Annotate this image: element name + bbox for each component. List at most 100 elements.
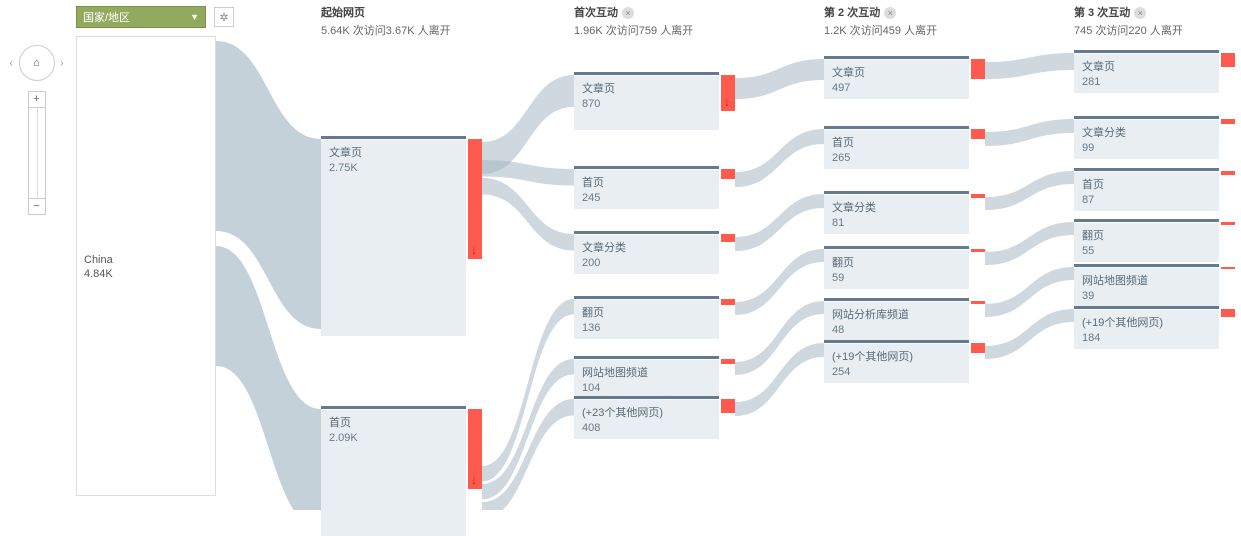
close-icon[interactable]: ×	[622, 7, 634, 19]
node-value: 245	[582, 192, 711, 204]
node-value: 59	[832, 272, 961, 284]
flow-node[interactable]: 网站地图频道 104	[574, 356, 719, 399]
exit-marker	[971, 343, 985, 353]
exit-marker	[1221, 222, 1235, 225]
flow-node[interactable]: (+19个其他网页)254	[824, 340, 969, 383]
flow-node[interactable]: 首页87	[1074, 168, 1219, 211]
zoom-slider[interactable]	[29, 108, 45, 198]
node-label: 文章分类	[582, 239, 711, 255]
home-button[interactable]: ‹ ⌂ ›	[19, 45, 55, 81]
exit-marker	[971, 249, 985, 252]
flow-node[interactable]: 网站地图频道 39	[1074, 264, 1219, 307]
flow-node[interactable]: 文章分类 99	[1074, 116, 1219, 159]
exit-marker: ↓	[721, 75, 735, 111]
node-value: 55	[1082, 245, 1211, 257]
node-label: (+23个其他网页)	[582, 404, 711, 420]
home-icon: ⌂	[33, 57, 40, 69]
flow-node[interactable]: (+23个其他网页) 408	[574, 396, 719, 439]
settings-button[interactable]: ✲	[214, 7, 234, 27]
chevron-down-icon: ▼	[190, 12, 199, 22]
node-value: 99	[1082, 142, 1211, 154]
exit-marker	[971, 129, 985, 139]
node-label: 文章页	[329, 144, 458, 160]
close-icon[interactable]: ×	[884, 7, 896, 19]
exit-marker	[721, 299, 735, 305]
gear-icon: ✲	[219, 11, 228, 24]
column-title: 第 2 次互动	[824, 4, 880, 20]
column-header: 首次互动×1.96K 次访问759 人离开	[574, 4, 693, 38]
node-value: 4.84K	[84, 268, 113, 280]
node-value: 200	[582, 257, 711, 269]
node-label: 网站分析库频道	[832, 306, 961, 322]
node-value: 497	[832, 82, 961, 94]
node-value: 104	[582, 382, 711, 394]
column-header: 第 3 次互动×745 次访问220 人离开	[1074, 4, 1183, 38]
node-label: 网站地图频道	[1082, 272, 1211, 288]
exit-marker: ↓	[468, 409, 482, 489]
flow-node[interactable]: 文章分类 200	[574, 231, 719, 274]
exit-marker	[721, 169, 735, 179]
chevron-right-icon: ›	[60, 58, 63, 69]
exit-marker	[1221, 53, 1235, 67]
node-value: 39	[1082, 290, 1211, 302]
down-arrow-icon: ↓	[471, 243, 477, 257]
exit-marker	[1221, 171, 1235, 175]
node-label: (+19个其他网页)	[1082, 314, 1211, 330]
flow-node[interactable]: 首页265	[824, 126, 969, 169]
flow-node[interactable]: 文章页497	[824, 56, 969, 99]
node-value: 48	[832, 324, 961, 336]
node-label: 网站地图频道	[582, 364, 711, 380]
node-label: 首页	[329, 414, 458, 430]
node-value: 136	[582, 322, 711, 334]
node-value: 408	[582, 422, 711, 434]
node-label: 首页	[1082, 176, 1211, 192]
exit-marker	[1221, 119, 1235, 124]
exit-marker	[721, 399, 735, 413]
node-value: 281	[1082, 76, 1211, 88]
flow-node[interactable]: 文章页281	[1074, 50, 1219, 93]
dimension-dropdown[interactable]: 国家/地区 ▼	[76, 6, 206, 28]
exit-marker	[721, 234, 735, 242]
node-label: (+19个其他网页)	[832, 348, 961, 364]
column-header: 起始网页5.64K 次访问3.67K 人离开	[321, 4, 451, 38]
flow-node[interactable]: 文章分类 81	[824, 191, 969, 234]
exit-marker	[1221, 267, 1235, 269]
node-label: 翻页	[832, 254, 961, 270]
flow-node[interactable]: 翻页136	[574, 296, 719, 339]
node-value: 184	[1082, 332, 1211, 344]
flow-node[interactable]: 翻页 55	[1074, 219, 1219, 262]
flow-node[interactable]: 文章页 870	[574, 72, 719, 130]
column-title: 首次互动	[574, 4, 618, 20]
exit-marker	[1221, 309, 1235, 317]
view-controls: ‹ ⌂ › + −	[14, 45, 59, 215]
exit-marker	[971, 194, 985, 198]
node-label: 文章分类	[832, 199, 961, 215]
down-arrow-icon: ↓	[471, 473, 477, 487]
flow-node[interactable]: 首页 245	[574, 166, 719, 209]
flow-node[interactable]: 首页 2.09K	[321, 406, 466, 536]
down-arrow-icon: ↓	[724, 95, 730, 109]
node-label: 首页	[582, 174, 711, 190]
node-label: 翻页	[1082, 227, 1211, 243]
flow-node[interactable]: (+19个其他网页) 184	[1074, 306, 1219, 349]
close-icon[interactable]: ×	[1134, 7, 1146, 19]
column-title: 第 3 次互动	[1074, 4, 1130, 20]
column-header: 第 2 次互动×1.2K 次访问459 人离开	[824, 4, 937, 38]
zoom-out-button[interactable]: −	[29, 198, 45, 214]
chevron-left-icon: ‹	[10, 58, 13, 69]
node-label: China	[84, 254, 113, 266]
node-label: 文章页	[582, 80, 711, 96]
zoom-in-button[interactable]: +	[29, 92, 45, 108]
node-value: 2.09K	[329, 432, 458, 444]
node-value: 2.75K	[329, 162, 458, 174]
node-value: 870	[582, 98, 711, 110]
flow-node[interactable]: 网站分析库频道 48	[824, 298, 969, 341]
dropdown-label: 国家/地区	[83, 9, 130, 25]
node-value: 81	[832, 217, 961, 229]
flow-node[interactable]: 文章页 2.75K	[321, 136, 466, 336]
flow-canvas: China 4.84K 文章页 2.75K ↓ 首页 2.09K ↓ 文章页 870 ↓ 首页 245 文…	[76, 36, 1241, 510]
exit-marker	[971, 301, 985, 304]
flow-node[interactable]: 翻页 59	[824, 246, 969, 289]
source-label: China 4.84K	[84, 254, 113, 280]
node-label: 文章分类	[1082, 124, 1211, 140]
